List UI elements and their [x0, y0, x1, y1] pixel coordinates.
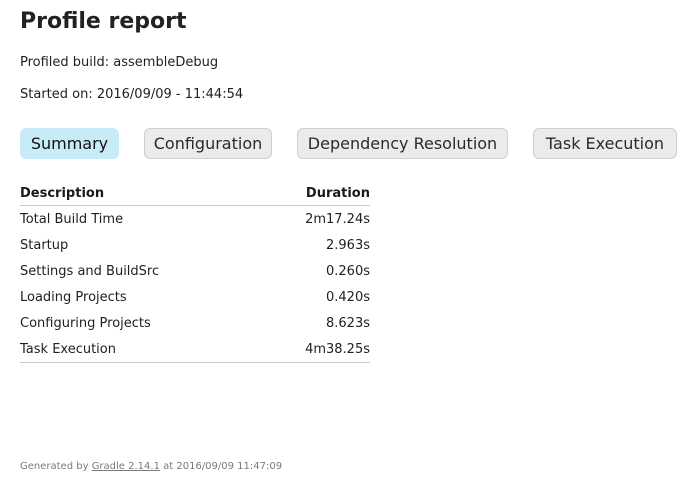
table-row: Task Execution 4m38.25s	[20, 336, 370, 363]
table-row: Total Build Time 2m17.24s	[20, 206, 370, 233]
tab-configuration[interactable]: Configuration	[144, 128, 272, 159]
gradle-link[interactable]: Gradle 2.14.1	[91, 461, 160, 472]
footer-suffix: at 2016/09/09 11:47:09	[163, 461, 283, 472]
table-row: Startup 2.963s	[20, 232, 370, 258]
profiled-build-text: Profiled build: assembleDebug	[20, 55, 219, 70]
duration-column-header: Duration	[258, 186, 370, 206]
row-duration: 0.260s	[326, 263, 370, 279]
tab-task-execution[interactable]: Task Execution	[533, 128, 677, 159]
tab-summary[interactable]: Summary	[20, 128, 119, 159]
summary-table: Description Duration Total Build Time 2m…	[20, 186, 370, 363]
row-duration: 2m17.24s	[305, 211, 370, 227]
row-description: Loading Projects	[20, 289, 127, 305]
table-row: Configuring Projects 8.623s	[20, 310, 370, 336]
started-on-text: Started on: 2016/09/09 - 11:44:54	[20, 87, 244, 102]
tab-dependency-resolution[interactable]: Dependency Resolution	[297, 128, 508, 159]
table-row: Settings and BuildSrc 0.260s	[20, 258, 370, 284]
table-row: Loading Projects 0.420s	[20, 284, 370, 310]
row-duration: 8.623s	[326, 315, 370, 331]
footer-prefix: Generated by	[20, 461, 89, 472]
page-title: Profile report	[20, 9, 187, 34]
row-duration: 0.420s	[326, 289, 370, 305]
row-description: Startup	[20, 237, 69, 253]
row-description: Task Execution	[20, 336, 259, 363]
table-header-row: Description Duration	[20, 186, 370, 206]
description-column-header: Description	[20, 186, 259, 206]
row-duration: 2.963s	[326, 237, 370, 253]
row-description: Total Build Time	[20, 211, 124, 227]
footer: Generated by Gradle 2.14.1 at 2016/09/09…	[20, 461, 282, 472]
row-duration: 4m38.25s	[258, 336, 370, 363]
row-description: Configuring Projects	[20, 315, 151, 331]
row-description: Settings and BuildSrc	[20, 263, 160, 279]
